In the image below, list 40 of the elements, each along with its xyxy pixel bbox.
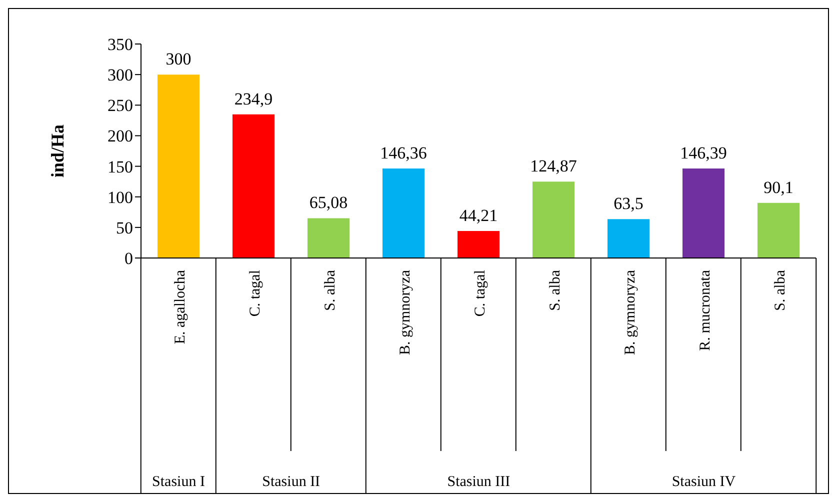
x-tick-label: R. mucronata: [698, 270, 714, 351]
x-tick-label: C. tagal: [472, 270, 488, 317]
data-label: 146,39: [680, 143, 727, 162]
data-label: 90,1: [764, 178, 794, 197]
y-tick-label: 150: [108, 157, 133, 176]
data-label: 300: [166, 50, 192, 69]
bar: [758, 202, 800, 258]
y-tick-label: 350: [108, 35, 133, 54]
text: Stasiun II: [262, 474, 320, 490]
x-tick-label: S. alba: [548, 270, 564, 311]
y-tick-label: 300: [108, 66, 133, 85]
x-tick-label: C. tagal: [248, 270, 264, 317]
data-label: 63,5: [614, 194, 644, 214]
x-tick-label: E. agallocha: [172, 270, 188, 344]
y-tick-label: 100: [108, 188, 133, 207]
x-tick-label: B. gymnoryza: [398, 270, 414, 355]
bar: [682, 168, 724, 258]
bar: [232, 114, 274, 258]
y-tick-label: 250: [108, 96, 133, 116]
data-label: 234,9: [234, 89, 273, 108]
y-tick-label: 50: [116, 218, 133, 238]
text: Stasiun III: [447, 474, 510, 490]
text: Stasiun I: [152, 474, 205, 490]
y-tick-label: 200: [108, 126, 133, 146]
x-tick-label: B. gymnoryza: [622, 270, 638, 355]
y-axis-title: ind/Ha: [47, 124, 68, 178]
bar: [532, 182, 574, 258]
bar: [608, 219, 650, 258]
bar: [382, 168, 424, 258]
x-tick-label: S. alba: [322, 270, 338, 311]
data-label: 124,87: [530, 156, 578, 176]
x-tick-label: S. alba: [772, 270, 788, 311]
bar: [308, 218, 350, 258]
data-label: 44,21: [459, 206, 498, 225]
bar: [458, 230, 500, 258]
y-tick-label: 0: [124, 249, 133, 268]
data-label: 146,36: [380, 144, 427, 163]
text: Stasiun IV: [672, 474, 736, 490]
data-label: 65,08: [309, 193, 348, 212]
bar: [158, 74, 200, 258]
